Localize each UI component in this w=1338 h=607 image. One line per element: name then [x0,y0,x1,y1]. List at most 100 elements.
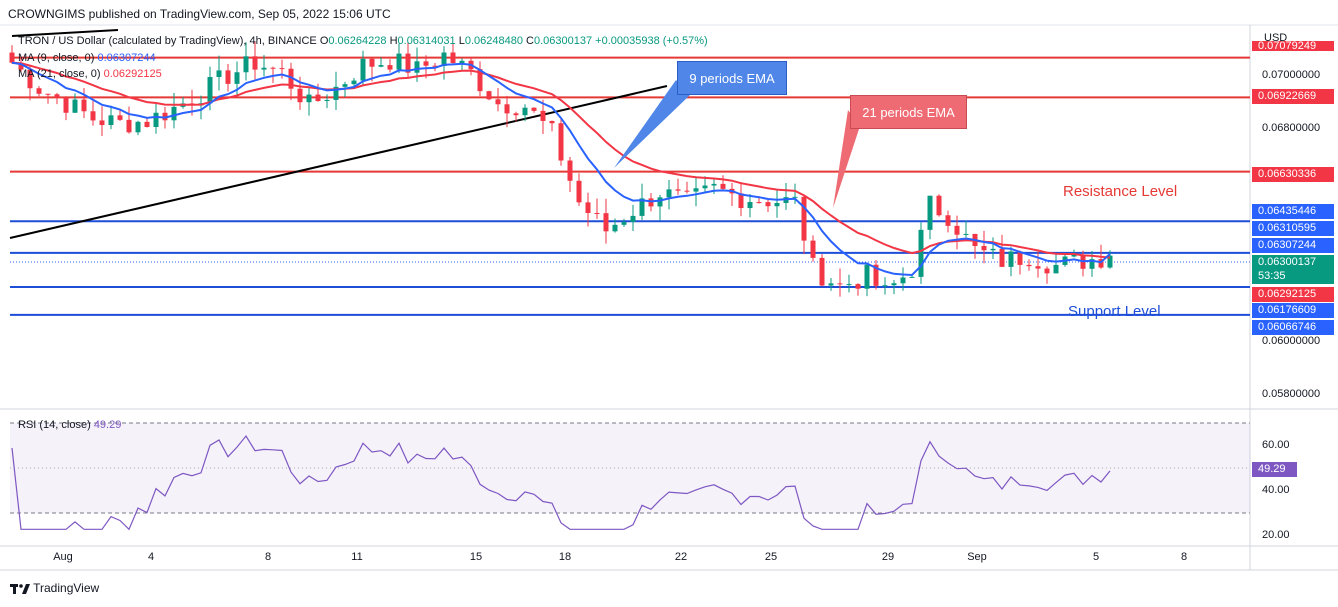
candle-body [207,77,213,104]
candle-body [45,93,51,95]
rsi-legend-label: RSI (14, close) [18,419,91,431]
candle-body [1107,255,1113,268]
time-label: 8 [264,551,272,563]
candle-body [459,60,465,64]
candle-body [261,67,267,70]
candle-body [153,112,159,127]
ascending-trendline[interactable] [9,85,668,239]
candle-body [792,196,798,198]
candle-body [1098,259,1104,268]
ema21-callout[interactable]: 21 periods EMA [850,95,967,129]
candle-body [360,58,366,81]
candle-body [144,121,150,127]
ma21-line [11,61,1111,259]
candle-body [1035,266,1041,269]
time-label: 8 [1180,551,1188,563]
low-value: 0.06248480 [464,35,523,47]
candle-body [936,195,942,216]
candle-body [306,94,312,103]
open-value: 0.06264228 [328,35,387,47]
candle-body [531,107,537,111]
candle-body [549,120,555,124]
rsi-tick: 60.00 [1262,439,1290,451]
candle-body [414,61,420,73]
candle-body [648,198,654,207]
candle-body [297,88,303,103]
candle-body [72,99,78,113]
price-tick: 0.06800000 [1262,122,1321,134]
ema21-callout-pointer [833,110,860,208]
candle-body [243,56,249,73]
time-label: 11 [351,551,363,563]
candle-body [324,99,330,102]
candle-body [270,67,276,69]
price-badge: 0.06922669 [1252,89,1334,104]
time-label: 18 [558,551,572,563]
candle-body [36,88,42,94]
trendline-segment[interactable] [11,29,119,37]
price-badge: 0.06176609 [1252,303,1334,318]
price-badge: 0.07079249 [1252,41,1334,51]
price-badge: 0.06435446 [1252,204,1334,219]
ohlc-legend: TRON / US Dollar (calculated by TradingV… [18,35,708,47]
candle-body [720,183,726,189]
tradingview-logo[interactable]: TradingView [10,581,99,595]
candle-body [405,53,411,73]
time-label: 29 [881,551,895,563]
candle-body [999,248,1005,267]
candle-body [333,86,339,100]
price-badge: 0.06630336 [1252,167,1334,182]
candle-body [1008,251,1014,267]
candle-body [801,196,807,241]
candle-body [477,69,483,92]
candle-body [576,180,582,203]
candle-body [846,284,852,286]
candle-body [963,233,969,235]
rsi-tick: 20.00 [1262,529,1290,541]
candle-body [954,225,960,235]
candle-body [315,94,321,102]
time-label: Aug [53,551,73,563]
candle-body [495,99,501,105]
candle-body [594,212,600,214]
candle-body [603,213,609,232]
candle-body [171,106,177,121]
candle-body [369,58,375,67]
candle-body [486,91,492,100]
rsi-badge: 49.29 [1252,462,1297,477]
ma9-line [11,61,1111,277]
rsi-legend[interactable]: RSI (14, close) 49.29 [18,419,121,431]
ma9-legend[interactable]: MA (9, close, 0) 0.06307244 [18,52,156,64]
candle-body [882,285,888,287]
price-badge: 0.06066746 [1252,320,1334,335]
candle-body [378,65,384,67]
low-label: L [458,35,465,47]
candle-body [99,120,105,126]
candle-body [621,222,627,225]
candle-body [891,283,897,286]
candle-body [684,190,690,192]
price-badge: 0.06292125 [1252,287,1334,302]
publish-header: CROWNGIMS published on TradingView.com, … [8,7,391,21]
ma21-legend[interactable]: MA (21, close, 0) 0.06292125 [18,68,162,80]
time-label: 25 [764,551,778,563]
close-value: 0.06300137 [533,35,593,47]
candle-body [18,62,24,70]
candle-body [657,197,663,207]
candle-body [585,202,591,213]
high-label: H [389,35,398,47]
candle-body [342,84,348,87]
symbol-title[interactable]: TRON / US Dollar (calculated by TradingV… [18,35,317,47]
ema9-callout[interactable]: 9 periods EMA [677,61,787,95]
candle-body [828,283,834,286]
candle-body [504,104,510,114]
candle-body [774,202,780,207]
ma9-legend-value: 0.06307244 [97,52,156,64]
candle-body [135,121,141,133]
candle-body [981,246,987,251]
candle-body [747,202,753,209]
candle-body [252,56,258,70]
candle-body [396,53,402,70]
candle-body [1053,264,1059,274]
